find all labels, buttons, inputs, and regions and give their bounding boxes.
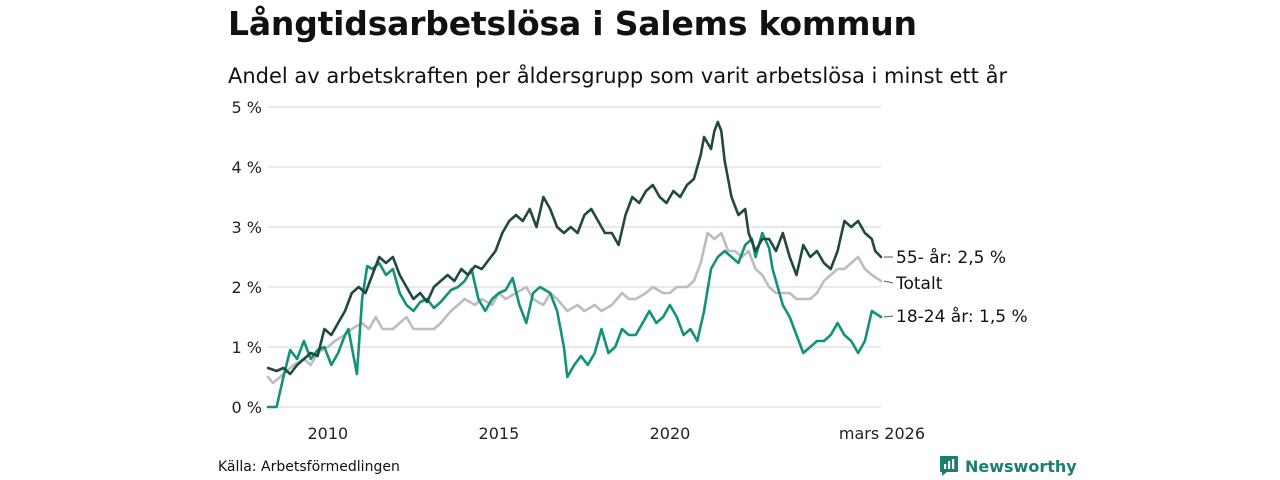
- x-tick-label: mars 2026: [839, 424, 925, 443]
- y-axis-ticks: 0 % 1 % 2 % 3 % 4 % 5 %: [232, 98, 262, 417]
- series-line-18-24-r: [266, 231, 883, 409]
- newsworthy-icon: [940, 456, 958, 476]
- x-tick-label: 2020: [650, 424, 691, 443]
- end-label-totalt: Totalt: [895, 274, 943, 294]
- brand-name: Newsworthy: [965, 456, 1077, 476]
- x-tick-label: 2015: [479, 424, 520, 443]
- brand-logo: Newsworthy: [939, 455, 1077, 477]
- y-tick-label: 2 %: [232, 278, 262, 297]
- y-tick-label: 3 %: [232, 218, 262, 237]
- end-label-leader: [883, 280, 894, 284]
- series-lines: [266, 120, 883, 409]
- x-tick-label: 2010: [308, 424, 349, 443]
- x-axis-ticks: 2010 2015 2020 mars 2026: [308, 424, 925, 443]
- series-line-totalt: [266, 231, 883, 385]
- y-tick-label: 1 %: [232, 338, 262, 357]
- chart-subtitle: Andel av arbetskraften per åldersgrupp s…: [228, 64, 1008, 88]
- y-tick-label: 0 %: [232, 398, 262, 417]
- end-label-55-r: 55- år: 2,5 %: [896, 247, 1006, 268]
- end-label-leader: [883, 315, 894, 318]
- y-tick-label: 4 %: [232, 158, 262, 177]
- y-tick-label: 5 %: [232, 98, 262, 117]
- end-labels: Totalt 18-24 år: 1,5 % 55- år: 2,5 %: [883, 247, 1028, 327]
- source-note: Källa: Arbetsförmedlingen: [218, 459, 400, 475]
- end-label-18-24-r: 18-24 år: 1,5 %: [896, 306, 1028, 327]
- chart-title: Långtidsarbetslösa i Salems kommun: [228, 4, 917, 43]
- series-line-55-r: [266, 120, 883, 376]
